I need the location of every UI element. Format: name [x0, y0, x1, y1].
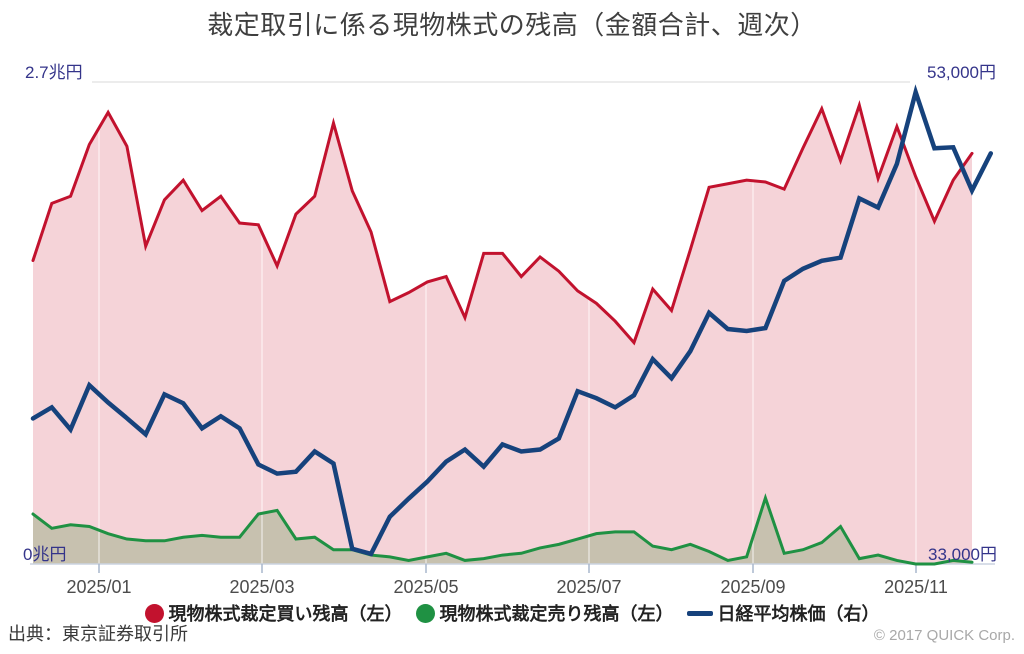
sell-series-marker-icon [415, 603, 435, 623]
chart-title: 裁定取引に係る現物株式の残高（金額合計、週次） [207, 10, 817, 40]
legend-label-sell: 現物株式裁定売り残高（左） [439, 604, 674, 624]
nikkei-series-marker-icon [686, 610, 713, 616]
left-axis-min-label: 0兆円 [23, 545, 67, 564]
left-axis-max-label: 2.7兆円 [25, 63, 83, 82]
svg-text:2025/09: 2025/09 [720, 577, 785, 597]
right-axis-min-label: 33,000円 [928, 545, 997, 564]
copyright-note: © 2017 QUICK Corp. [873, 627, 1015, 644]
legend-item-arbitrage-sell: 現物株式裁定売り残高（左） [415, 600, 674, 626]
legend-label-buy: 現物株式裁定買い残高（左） [168, 604, 403, 624]
svg-text:2025/07: 2025/07 [556, 577, 621, 597]
legend-item-nikkei: 日経平均株価（右） [686, 600, 880, 626]
svg-text:2025/01: 2025/01 [66, 577, 131, 597]
data-source-note: 出典：東京証券取引所 [8, 624, 188, 644]
legend-label-nikkei: 日経平均株価（右） [717, 604, 880, 624]
svg-text:2025/03: 2025/03 [229, 577, 294, 597]
svg-text:2025/05: 2025/05 [393, 577, 458, 597]
chart-legend: 現物株式裁定買い残高（左） 現物株式裁定売り残高（左） 日経平均株価（右） [0, 600, 1024, 626]
buy-series-marker-icon [144, 603, 164, 623]
right-axis-max-label: 53,000円 [927, 63, 996, 82]
legend-item-arbitrage-buy: 現物株式裁定買い残高（左） [144, 600, 403, 626]
svg-text:2025/11: 2025/11 [884, 577, 948, 597]
